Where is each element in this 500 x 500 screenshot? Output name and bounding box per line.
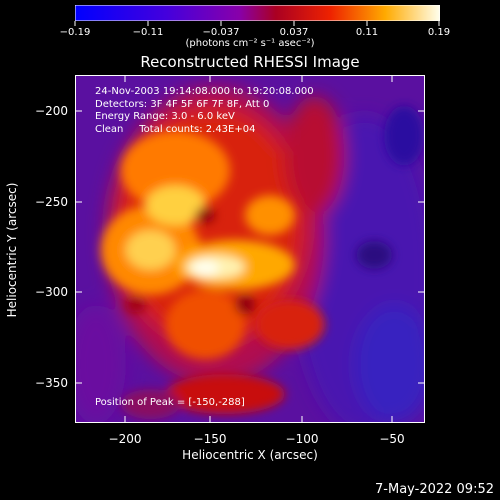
x-tick-label: −100 bbox=[285, 432, 319, 446]
plot-title: Reconstructed RHESSI Image bbox=[140, 53, 360, 71]
colorbar-tick-label: −0.037 bbox=[202, 27, 240, 38]
y-tick-label: −300 bbox=[35, 285, 68, 299]
colorbar-tick-label: 0.19 bbox=[427, 27, 451, 38]
colorbar-tick-label: −0.19 bbox=[59, 27, 91, 38]
detectors: Detectors: 3F 4F 5F 6F 7F 8F, Att 0 bbox=[95, 98, 270, 110]
colorbar bbox=[75, 5, 440, 21]
x-tick-label: −200 bbox=[108, 432, 142, 446]
y-tick-label: −250 bbox=[35, 195, 68, 209]
colorbar-tick-label: −0.11 bbox=[132, 27, 164, 38]
y-tick-label: −350 bbox=[35, 376, 68, 390]
rhessi-heatmap bbox=[76, 76, 424, 422]
solar-image bbox=[75, 75, 425, 423]
colorbar-tick-label: 0.037 bbox=[279, 27, 309, 38]
energy-range: Energy Range: 3.0 - 6.0 keV bbox=[95, 111, 235, 122]
generation-timestamp: 7-May-2022 09:52 bbox=[375, 482, 494, 497]
observation-info: 24-Nov-2003 19:14:08.000 to 19:20:08.000… bbox=[95, 86, 314, 136]
time-range: 24-Nov-2003 19:14:08.000 to 19:20:08.000 bbox=[95, 86, 314, 97]
algorithm-counts: Clean Total counts: 2.43E+04 bbox=[95, 123, 256, 135]
y-axis-label: Heliocentric Y (arcsec) bbox=[5, 182, 19, 318]
colorbar-ticks bbox=[74, 21, 440, 26]
x-tick-label: −50 bbox=[379, 432, 405, 446]
peak-position: Position of Peak = [-150,-288] bbox=[95, 397, 245, 408]
x-axis-label: Heliocentric X (arcsec) bbox=[182, 448, 318, 462]
colorbar-units: (photons cm⁻² s⁻¹ asec⁻²) bbox=[185, 38, 315, 49]
x-tick-label: −150 bbox=[193, 432, 227, 446]
colorbar-tick-label: 0.11 bbox=[355, 27, 379, 38]
y-tick-label: −200 bbox=[35, 104, 68, 118]
